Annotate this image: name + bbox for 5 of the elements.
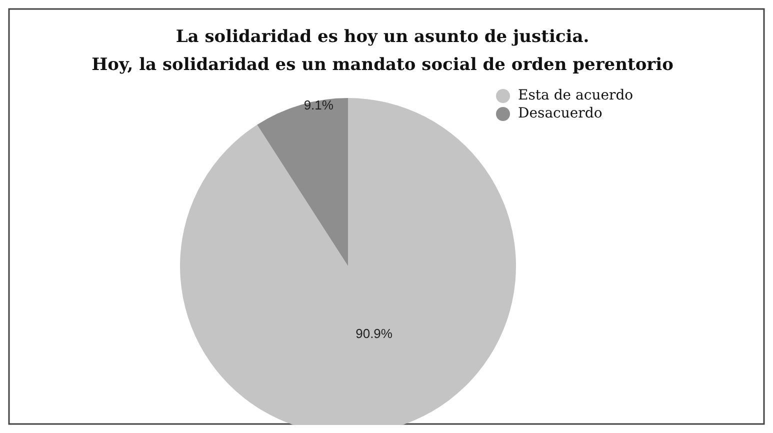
chart-title: La solidaridad es hoy un asunto de justicia. Hoy, la solidaridad es un mandato social de orden perentorio — [92, 27, 674, 75]
data-label: 9.1% — [304, 98, 334, 113]
legend-label: Desacuerdo — [518, 106, 602, 122]
data-label: 90.9% — [356, 326, 393, 342]
legend-label: Esta de acuerdo — [518, 88, 634, 104]
